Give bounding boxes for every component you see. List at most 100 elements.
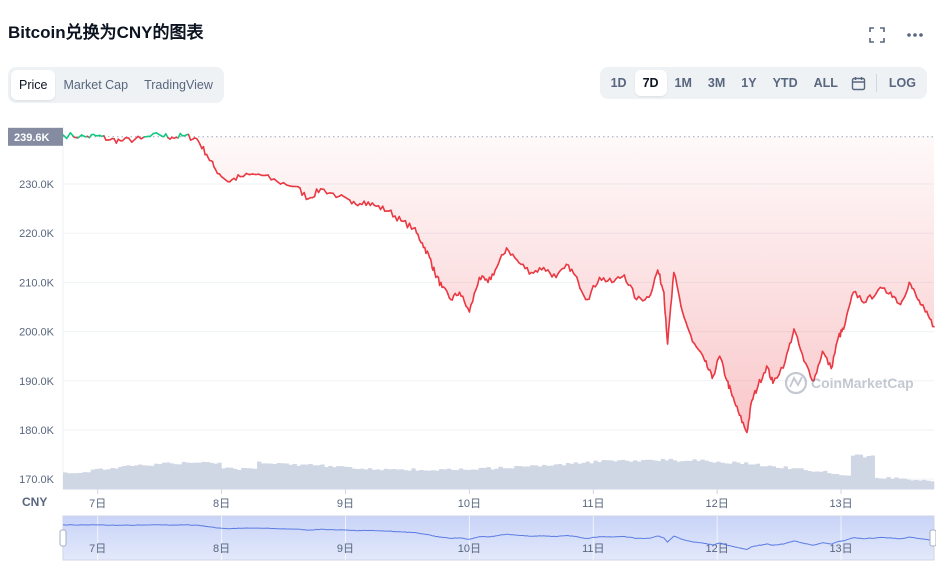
calendar-icon[interactable] — [846, 70, 872, 96]
price-segment-down — [492, 269, 497, 276]
volume-bar — [629, 461, 634, 489]
volume-bar — [617, 460, 622, 489]
volume-bar — [478, 467, 483, 489]
range-divider — [875, 74, 877, 92]
volume-bar — [910, 480, 915, 489]
price-segment-down — [787, 342, 791, 351]
volume-bar — [724, 463, 729, 489]
volume-bar — [799, 468, 804, 489]
volume-bar — [842, 475, 848, 489]
more-icon[interactable] — [904, 24, 926, 46]
price-segment-down — [299, 187, 303, 196]
price-segment-down — [476, 276, 481, 286]
price-segment-down — [303, 191, 308, 201]
price-segment-down — [844, 313, 848, 325]
volume-bar — [645, 459, 650, 489]
tab-market-cap[interactable]: Market Cap — [63, 78, 129, 92]
range-1y[interactable]: 1Y — [741, 76, 757, 90]
price-segment-down — [313, 188, 318, 198]
volume-bar — [498, 466, 503, 489]
volume-bar — [90, 469, 95, 489]
volume-bar — [86, 472, 92, 489]
volume-bar — [771, 466, 776, 489]
current-price-tag: 239.6K — [8, 127, 63, 146]
price-segment-down — [332, 192, 338, 199]
price-segment-down — [670, 281, 674, 298]
volume-bar — [704, 460, 709, 489]
price-chart[interactable]: 230.0K 220.0K 210.0K 200.0K 190.0K 180.0K 170.… — [0, 125, 936, 571]
range-7d[interactable]: 7D — [634, 70, 667, 96]
x-tick-label: 9日 — [337, 498, 354, 510]
price-segment-down — [663, 303, 666, 314]
volume-bar — [371, 469, 377, 489]
volume-bar — [205, 462, 210, 489]
volume-bar — [399, 469, 404, 489]
price-segment-down — [834, 344, 837, 354]
range-1d[interactable]: 1D — [610, 76, 627, 90]
volume-bar — [225, 467, 230, 489]
volume-bar — [641, 460, 646, 489]
volume-bar — [268, 463, 274, 489]
volume-bar — [878, 478, 883, 489]
price-segment-down — [722, 365, 726, 376]
volume-bar — [839, 475, 844, 489]
y-tick-label: 180.0K — [19, 425, 55, 437]
price-segment-down — [664, 311, 667, 320]
tab-tradingview[interactable]: TradingView — [144, 78, 213, 92]
range-navigator[interactable]: 7日 8日 9日 10日 11日 12日 13日 — [59, 515, 936, 561]
price-area — [200, 136, 935, 433]
volume-bar — [181, 461, 187, 489]
volume-bar — [154, 463, 159, 489]
volume-bar — [470, 469, 476, 489]
volume-bar — [379, 470, 384, 489]
volume-bar — [288, 464, 293, 489]
volume-bar — [767, 465, 772, 489]
navigator-tick-label: 13日 — [829, 543, 852, 555]
volume-bar — [522, 466, 527, 489]
range-ytd[interactable]: YTD — [772, 76, 798, 90]
price-segment-down — [739, 414, 743, 424]
tab-price[interactable]: Price — [11, 70, 56, 100]
watermark-text: CoinMarketCap — [811, 375, 914, 391]
volume-bar — [803, 470, 808, 489]
volume-bar — [930, 481, 935, 489]
range-3m[interactable]: 3M — [707, 76, 726, 90]
price-segment-down — [705, 360, 709, 368]
volume-bar — [177, 464, 183, 489]
volume-bar — [732, 461, 737, 489]
volume-bar — [779, 468, 784, 489]
volume-bar — [866, 456, 871, 489]
volume-bar — [775, 467, 780, 489]
volume-bar — [482, 467, 487, 489]
price-segment-down — [417, 233, 421, 241]
price-area-fill — [200, 136, 935, 433]
volume-bar — [462, 469, 468, 489]
volume-bar — [264, 463, 270, 489]
volume-bar — [138, 464, 143, 489]
volume-bar — [538, 466, 543, 489]
volume-bar — [542, 464, 547, 489]
volume-bar — [886, 477, 891, 489]
log-toggle[interactable]: LOG — [888, 76, 916, 90]
y-tick-label: 190.0K — [19, 376, 55, 388]
volume-bar — [819, 471, 824, 489]
navigator-tick-label: 9日 — [337, 543, 354, 555]
range-1m[interactable]: 1M — [674, 76, 692, 90]
volume-bar — [395, 469, 400, 489]
price-segment-down — [588, 290, 593, 300]
volume-bar — [696, 461, 701, 489]
price-segment-down — [778, 366, 783, 376]
volume-bar — [914, 480, 919, 489]
price-segment-down — [468, 303, 472, 313]
price-segment-down — [235, 174, 239, 181]
price-segment-down — [808, 369, 812, 378]
volume-bar — [296, 465, 301, 489]
volume-bar — [676, 461, 681, 489]
price-segment-down — [127, 137, 133, 144]
fullscreen-icon[interactable] — [866, 24, 888, 46]
volume-bar — [740, 464, 745, 489]
volume-bar — [312, 465, 317, 489]
volume-bar — [831, 473, 836, 489]
range-all[interactable]: ALL — [813, 76, 838, 90]
volume-bar — [114, 468, 119, 489]
